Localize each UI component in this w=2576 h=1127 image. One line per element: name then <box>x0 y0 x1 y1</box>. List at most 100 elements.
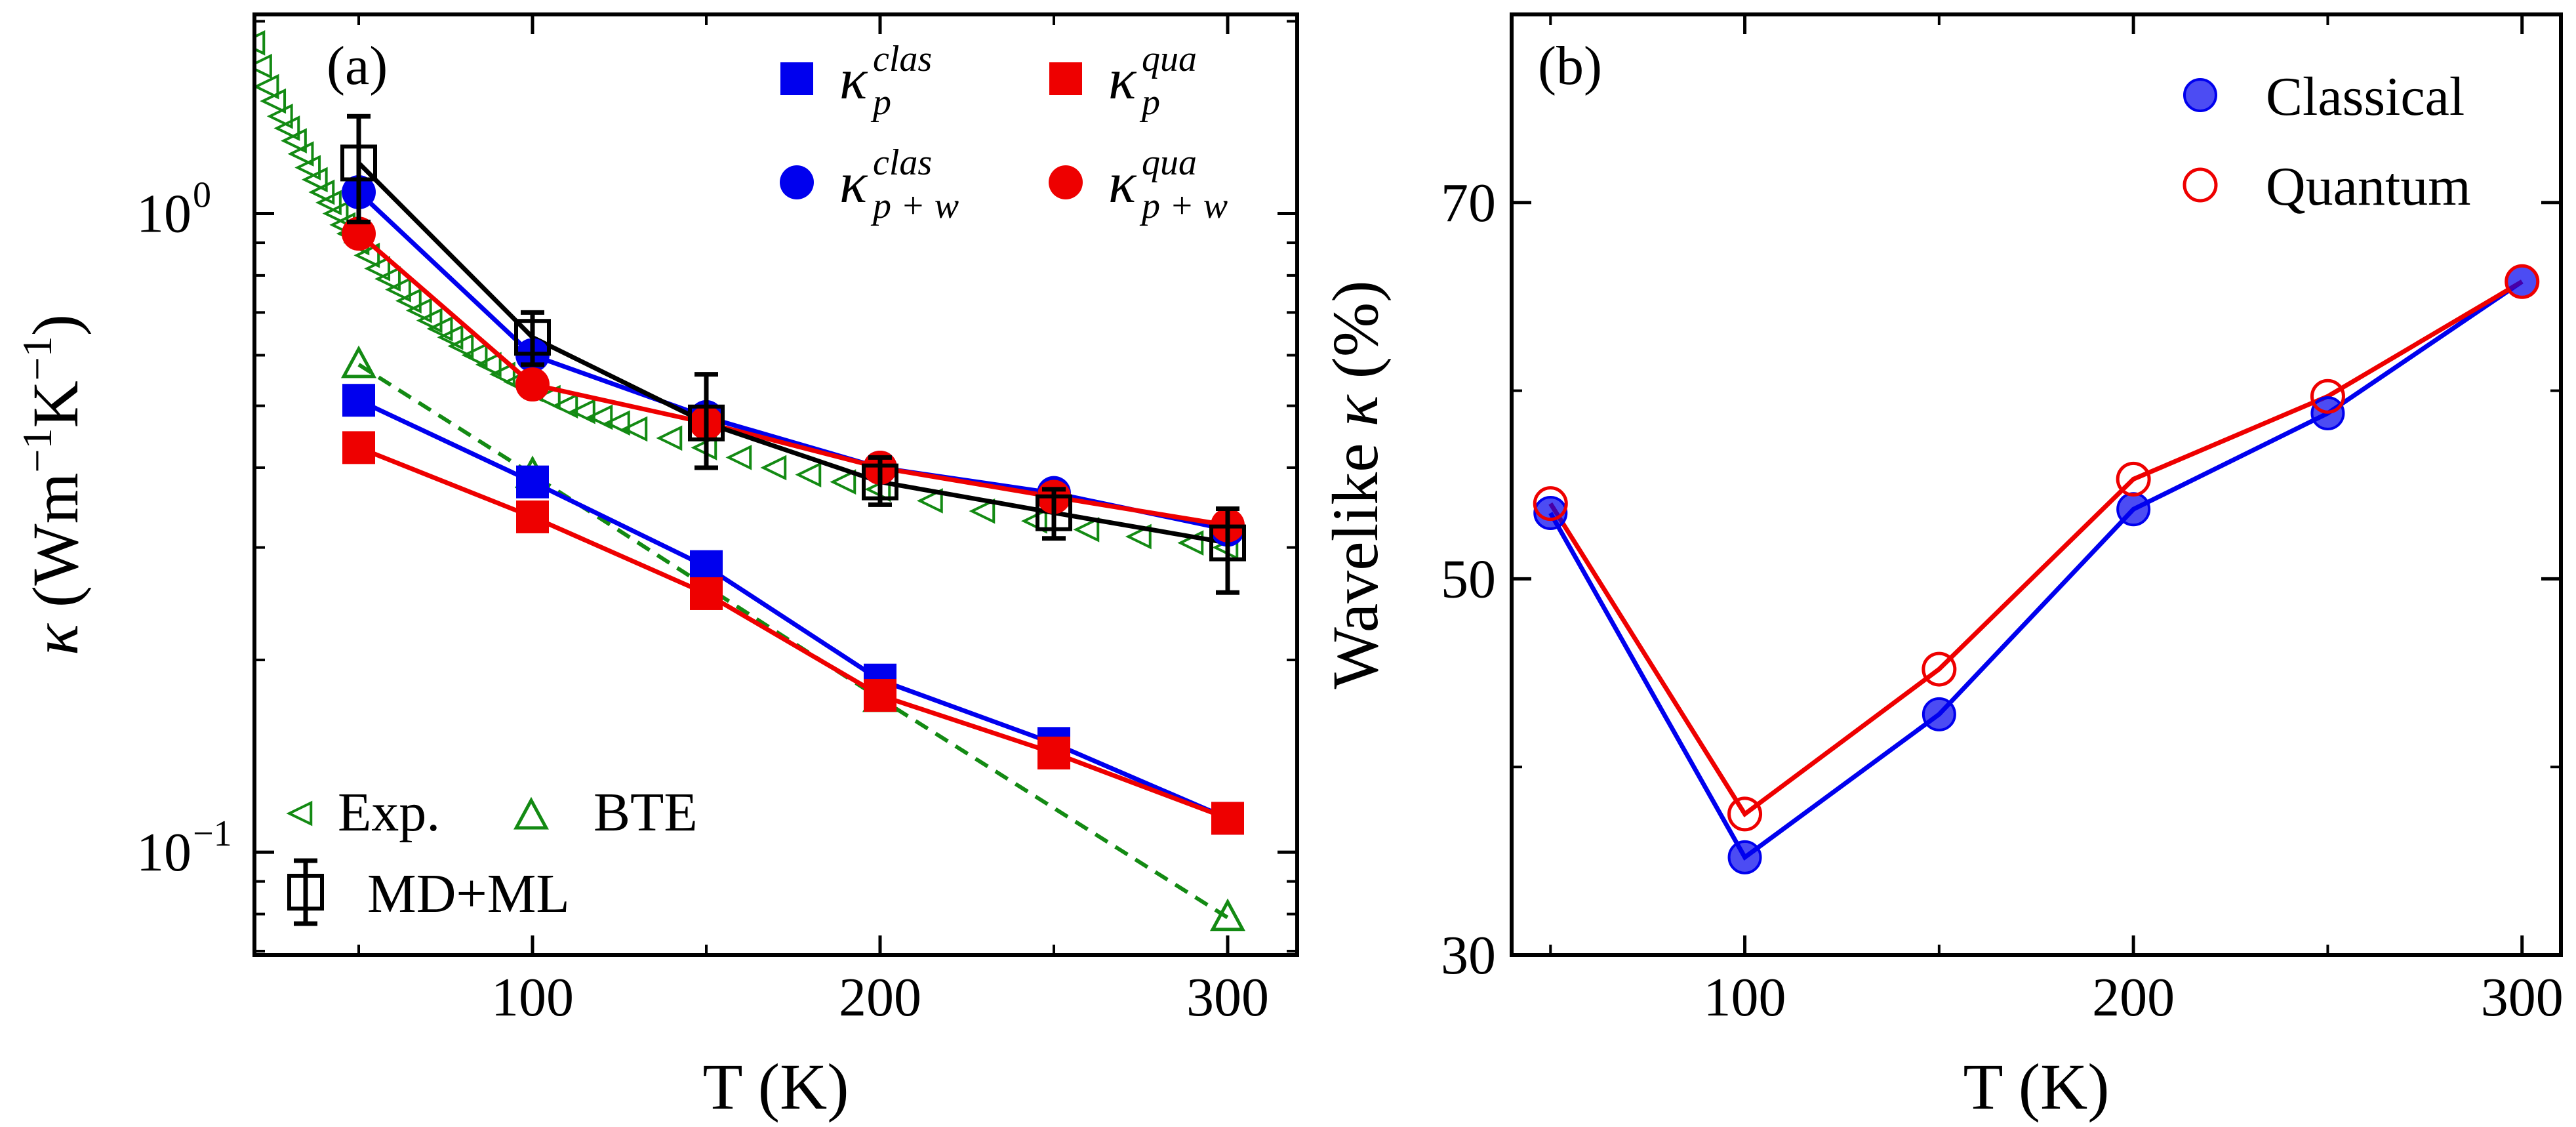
legend-kp_clas-marker <box>780 62 813 95</box>
kp_clas-line <box>357 398 1229 821</box>
x-tick-label: 300 <box>1186 967 1269 1028</box>
series-quantum-point <box>2505 264 2540 299</box>
exp-point <box>353 242 380 268</box>
exp-point <box>760 455 787 481</box>
exp-point <box>534 384 561 411</box>
legend-exp-label: Exp. <box>338 782 440 843</box>
exp-point <box>322 201 349 226</box>
exp-point <box>1125 523 1152 550</box>
series-classical-point <box>1727 840 1762 874</box>
kp_qua-point <box>690 577 723 610</box>
y-title-part: K <box>19 380 92 428</box>
exp-point <box>374 266 401 292</box>
legend-kpw_clas-label: κ clas p + w <box>839 142 959 226</box>
md-ml-point <box>1036 494 1072 531</box>
legend-sub: p + w <box>1139 186 1228 226</box>
legend-exp-marker <box>286 800 313 827</box>
kp_qua-point <box>1211 802 1244 835</box>
exp-point <box>395 288 422 314</box>
exp-point <box>294 155 321 180</box>
legend-kappa: κ <box>1108 152 1137 215</box>
exp-point <box>489 361 515 388</box>
kpw_clas-line <box>357 190 1228 532</box>
legend-sup: qua <box>1142 39 1197 79</box>
y-title-part: Wavelike <box>1319 426 1392 689</box>
exp-point <box>475 352 502 378</box>
exp-point <box>725 445 752 470</box>
legend-kappa: κ <box>839 48 868 112</box>
exp-point <box>447 333 474 359</box>
md-ml-point <box>688 404 725 441</box>
exp-point <box>254 30 266 56</box>
kp_qua-point <box>516 500 549 533</box>
md-ml-point <box>862 463 898 501</box>
x-tick-label: 300 <box>2481 967 2564 1028</box>
md-ml-point <box>514 319 551 356</box>
legend-kpw_clas-marker <box>780 165 814 199</box>
exp-point <box>437 324 464 350</box>
x-tick-label: 200 <box>2092 967 2175 1028</box>
kpw_qua-point <box>515 367 550 402</box>
y-title-kappa: κ <box>1319 394 1392 426</box>
exp-point <box>254 73 279 100</box>
series-quantum-point <box>1533 486 1568 522</box>
legend-sup: clas <box>873 39 932 79</box>
exp-point <box>969 498 996 524</box>
exp-point <box>586 404 613 430</box>
y-tick-label: 50 <box>1441 548 1496 609</box>
panel-b-label: (b) <box>1538 35 1602 96</box>
exp-point <box>405 297 432 323</box>
y-title-exp: −1 <box>14 336 60 380</box>
kp_qua-point <box>342 431 375 464</box>
y-title-part: (%) <box>1319 280 1392 395</box>
legend-kpw_qua-marker <box>1049 165 1083 199</box>
legend-sub: p <box>870 82 891 123</box>
series-classical-line <box>1548 279 2524 861</box>
exp-point <box>795 462 822 487</box>
exp-point <box>569 398 595 424</box>
exp-point <box>385 277 411 302</box>
legend-bte-marker <box>513 796 550 830</box>
series-quantum-point <box>2116 461 2151 497</box>
y-tick-label: 10 <box>136 822 191 883</box>
series-classical-point <box>1922 697 1956 731</box>
legend-kappa: κ <box>839 152 868 215</box>
legend-sup: qua <box>1142 142 1197 183</box>
exp-point <box>552 393 578 419</box>
md-ml-line <box>357 161 1228 546</box>
kp_qua-line <box>357 445 1229 821</box>
exp-point <box>315 190 342 216</box>
series-quantum-point <box>1922 651 1957 687</box>
panel-a-label: (a) <box>327 35 388 96</box>
exp-point <box>830 469 856 495</box>
kp_qua-point <box>1037 736 1070 769</box>
panel-a-data <box>254 30 1246 932</box>
legend-kpw_qua-label: κ qua p + w <box>1108 142 1228 226</box>
y-tick-exponent: −1 <box>193 813 232 854</box>
legend-sub: p + w <box>870 186 959 226</box>
y-tick-exp-text: 0 <box>193 175 211 216</box>
series-quantum-point <box>1727 796 1763 832</box>
y-tick-exponent: 0 <box>193 175 211 216</box>
legend-kp_clas-label: κ clas p <box>839 39 932 123</box>
exp-point <box>364 256 391 281</box>
x-tick-label: 100 <box>491 967 574 1028</box>
exp-point <box>254 53 272 79</box>
panel-b-frame <box>1510 12 2563 957</box>
bte-point <box>340 345 377 379</box>
y-title-exp: −1 <box>14 428 60 473</box>
exp-point <box>1020 508 1047 534</box>
legend-sub: p <box>1139 82 1160 123</box>
y-axis-title: Wavelike κ (%) <box>1319 280 1392 689</box>
exp-point <box>266 103 293 129</box>
x-tick-label: 200 <box>839 967 921 1028</box>
y-tick-exp-text: −1 <box>193 813 232 854</box>
md-ml-point <box>1209 524 1246 562</box>
exp-point <box>656 425 683 451</box>
kp_clas-point <box>342 384 375 417</box>
exp-point <box>308 179 335 205</box>
exp-point <box>1073 516 1100 543</box>
x-tick-label: 100 <box>1704 967 1786 1028</box>
